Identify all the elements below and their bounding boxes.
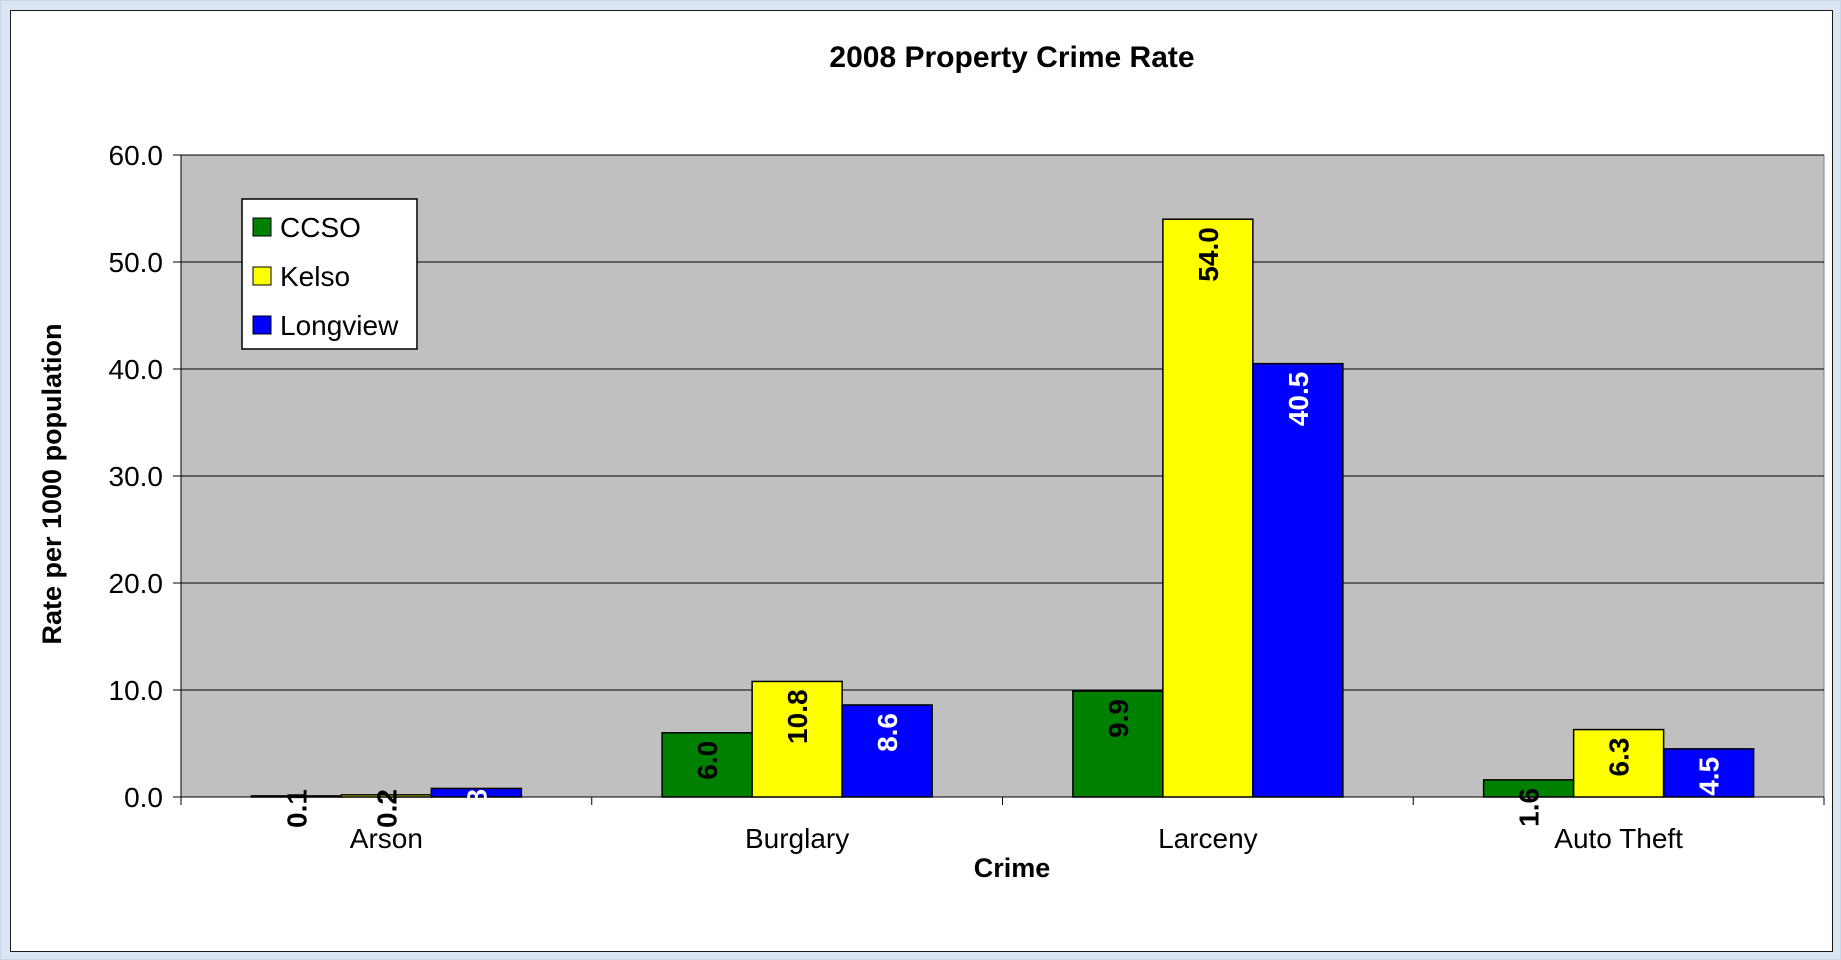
legend-label: Kelso xyxy=(280,261,350,292)
y-tick-label: 20.0 xyxy=(109,568,164,599)
data-label: 9.9 xyxy=(1103,699,1134,738)
y-tick-label: 10.0 xyxy=(109,675,164,706)
y-tick-label: 50.0 xyxy=(109,247,164,278)
x-tick-label: Auto Theft xyxy=(1554,823,1683,854)
data-label: 0.2 xyxy=(371,789,402,828)
legend-label: Longview xyxy=(280,310,399,341)
legend-swatch xyxy=(252,217,272,237)
bar-chart: 2008 Property Crime Rate Rate per 1000 p… xyxy=(37,41,1825,883)
bar xyxy=(1572,728,1665,798)
bar xyxy=(1252,362,1344,798)
data-label: 4.5 xyxy=(1694,757,1725,796)
legend: CCSO Kelso Longview xyxy=(241,198,418,350)
y-tick-label: 40.0 xyxy=(109,354,164,385)
x-tick-label: Larceny xyxy=(1158,823,1258,854)
y-tick-label: 0.0 xyxy=(124,782,163,813)
data-label: 10.8 xyxy=(782,689,813,744)
chart-panel: 2008 Property Crime Rate Rate per 1000 p… xyxy=(10,10,1833,952)
chart-title: 2008 Property Crime Rate xyxy=(829,41,1194,74)
bar xyxy=(661,732,753,798)
x-axis-title: Crime xyxy=(974,853,1051,883)
data-label: 40.5 xyxy=(1283,372,1314,427)
bar xyxy=(1662,748,1755,798)
bar xyxy=(751,680,843,798)
bar xyxy=(430,787,523,798)
bar xyxy=(1162,218,1254,798)
data-label: 0.1 xyxy=(281,789,312,828)
legend-swatch xyxy=(252,315,272,335)
plot-area: 0.0 10.0 20.0 30.0 40.0 50.0 60.0 Arson 0.1 0.2 0.… xyxy=(109,140,1825,854)
y-axis-title: Rate per 1000 population xyxy=(37,323,67,644)
legend-label: CCSO xyxy=(280,212,361,243)
data-label: 8.6 xyxy=(872,713,903,752)
x-tick-label: Arson xyxy=(350,823,423,854)
x-tick-label: Burglary xyxy=(745,823,849,854)
data-label: 6.3 xyxy=(1604,738,1635,777)
y-tick-label: 30.0 xyxy=(109,461,164,492)
bar xyxy=(841,704,933,798)
data-label: 6.0 xyxy=(692,741,723,780)
data-label: 1.6 xyxy=(1514,788,1545,827)
data-label: 0.8 xyxy=(461,789,492,828)
legend-swatch xyxy=(252,266,272,286)
y-tick-label: 60.0 xyxy=(109,140,164,171)
data-label: 54.0 xyxy=(1193,227,1224,282)
